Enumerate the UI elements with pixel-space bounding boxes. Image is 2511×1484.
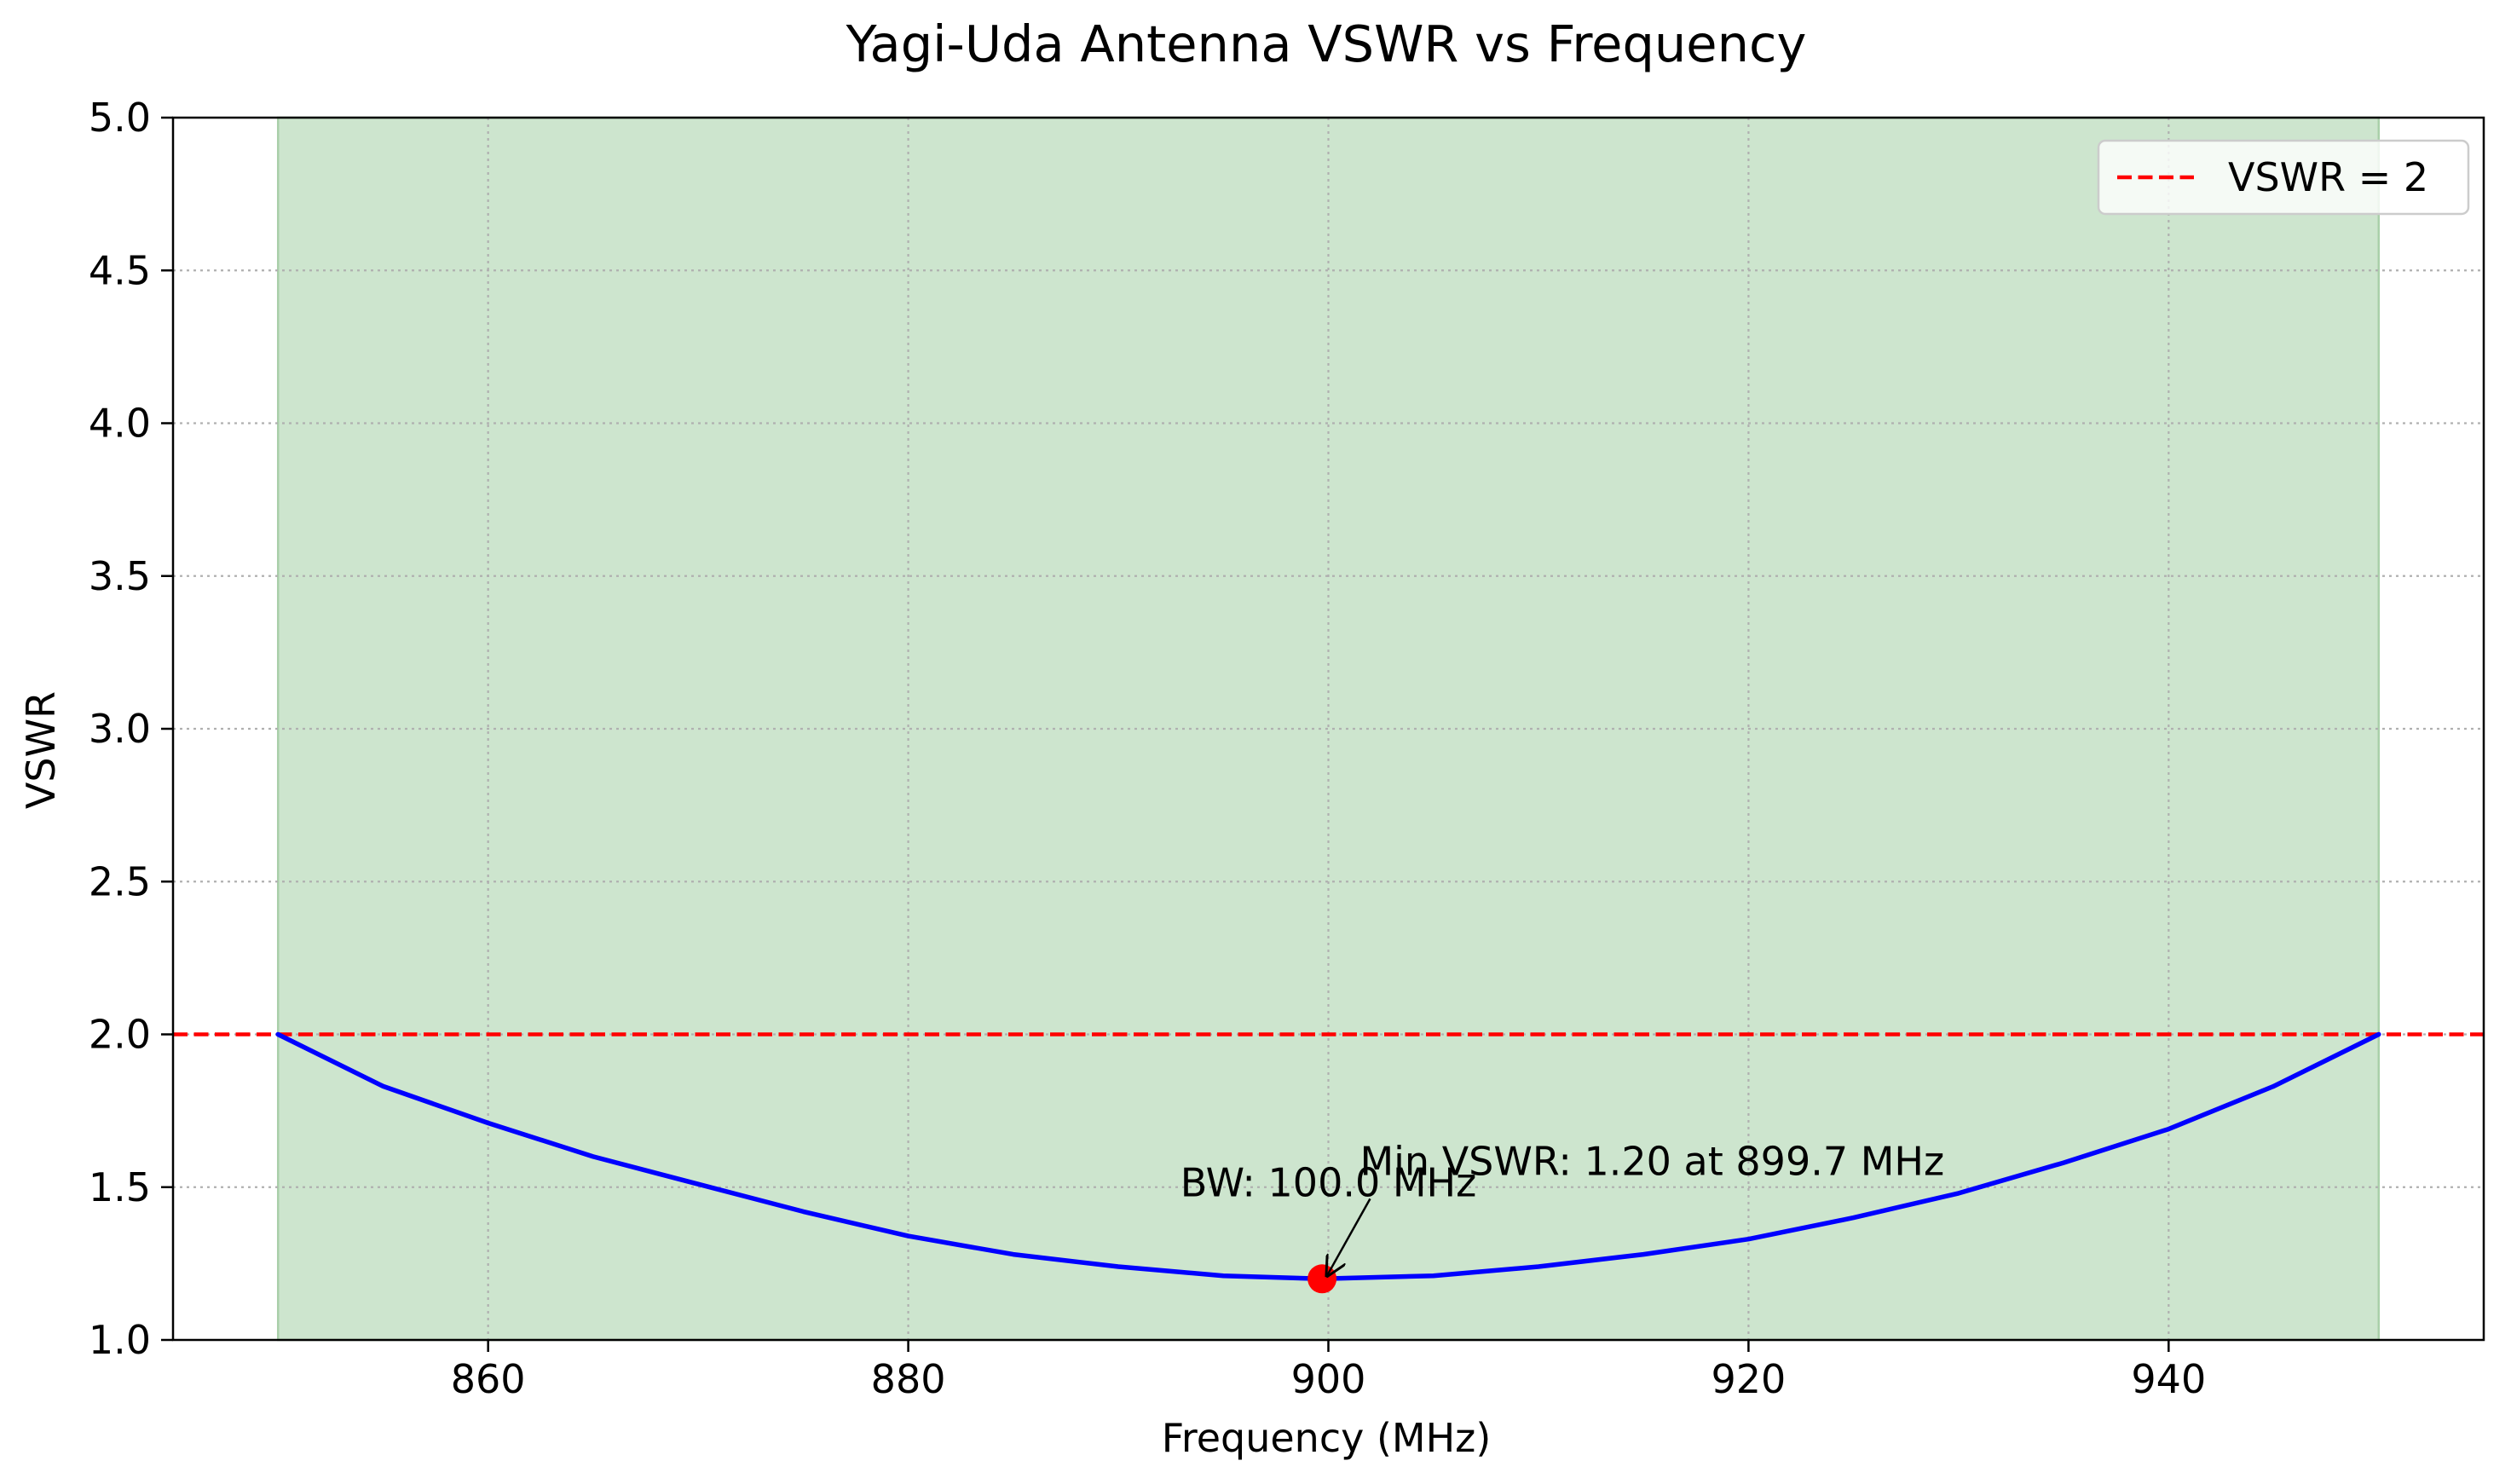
x-tick-label: 900 (1291, 1356, 1366, 1402)
y-tick-label: 3.5 (89, 553, 151, 599)
y-tick-label: 5.0 (89, 95, 151, 141)
plot-area (161, 116, 2485, 1352)
legend-label-threshold: VSWR = 2 (2228, 154, 2428, 200)
min-vswr-marker (1307, 1264, 1337, 1294)
y-tick-label: 2.5 (89, 858, 151, 904)
min-vswr-arrow (1327, 1198, 1371, 1275)
y-tick-label: 1.5 (89, 1164, 151, 1210)
y-tick-label: 1.0 (89, 1317, 151, 1363)
y-tick-label: 4.5 (89, 247, 151, 293)
y-tick-label: 2.0 (89, 1012, 151, 1058)
x-tick-label: 880 (871, 1356, 946, 1402)
y-tick-label: 3.0 (89, 706, 151, 752)
legend-box (2097, 139, 2470, 216)
y-axis-label: VSWR (18, 691, 64, 809)
x-axis-label: Frequency (MHz) (1162, 1415, 1492, 1461)
x-tick-label: 940 (2131, 1356, 2206, 1402)
bandwidth-annotation: BW: 100.0 MHz (1180, 1160, 1477, 1206)
chart-title: Yagi-Uda Antenna VSWR vs Frequency (846, 14, 1807, 73)
x-tick-label: 860 (451, 1356, 526, 1402)
x-tick-label: 920 (1712, 1356, 1787, 1402)
min-vswr-annotation: Min VSWR: 1.20 at 899.7 MHz (1359, 1138, 1944, 1184)
y-tick-label: 4.0 (89, 401, 151, 447)
legend: VSWR = 2 (2097, 139, 2470, 216)
